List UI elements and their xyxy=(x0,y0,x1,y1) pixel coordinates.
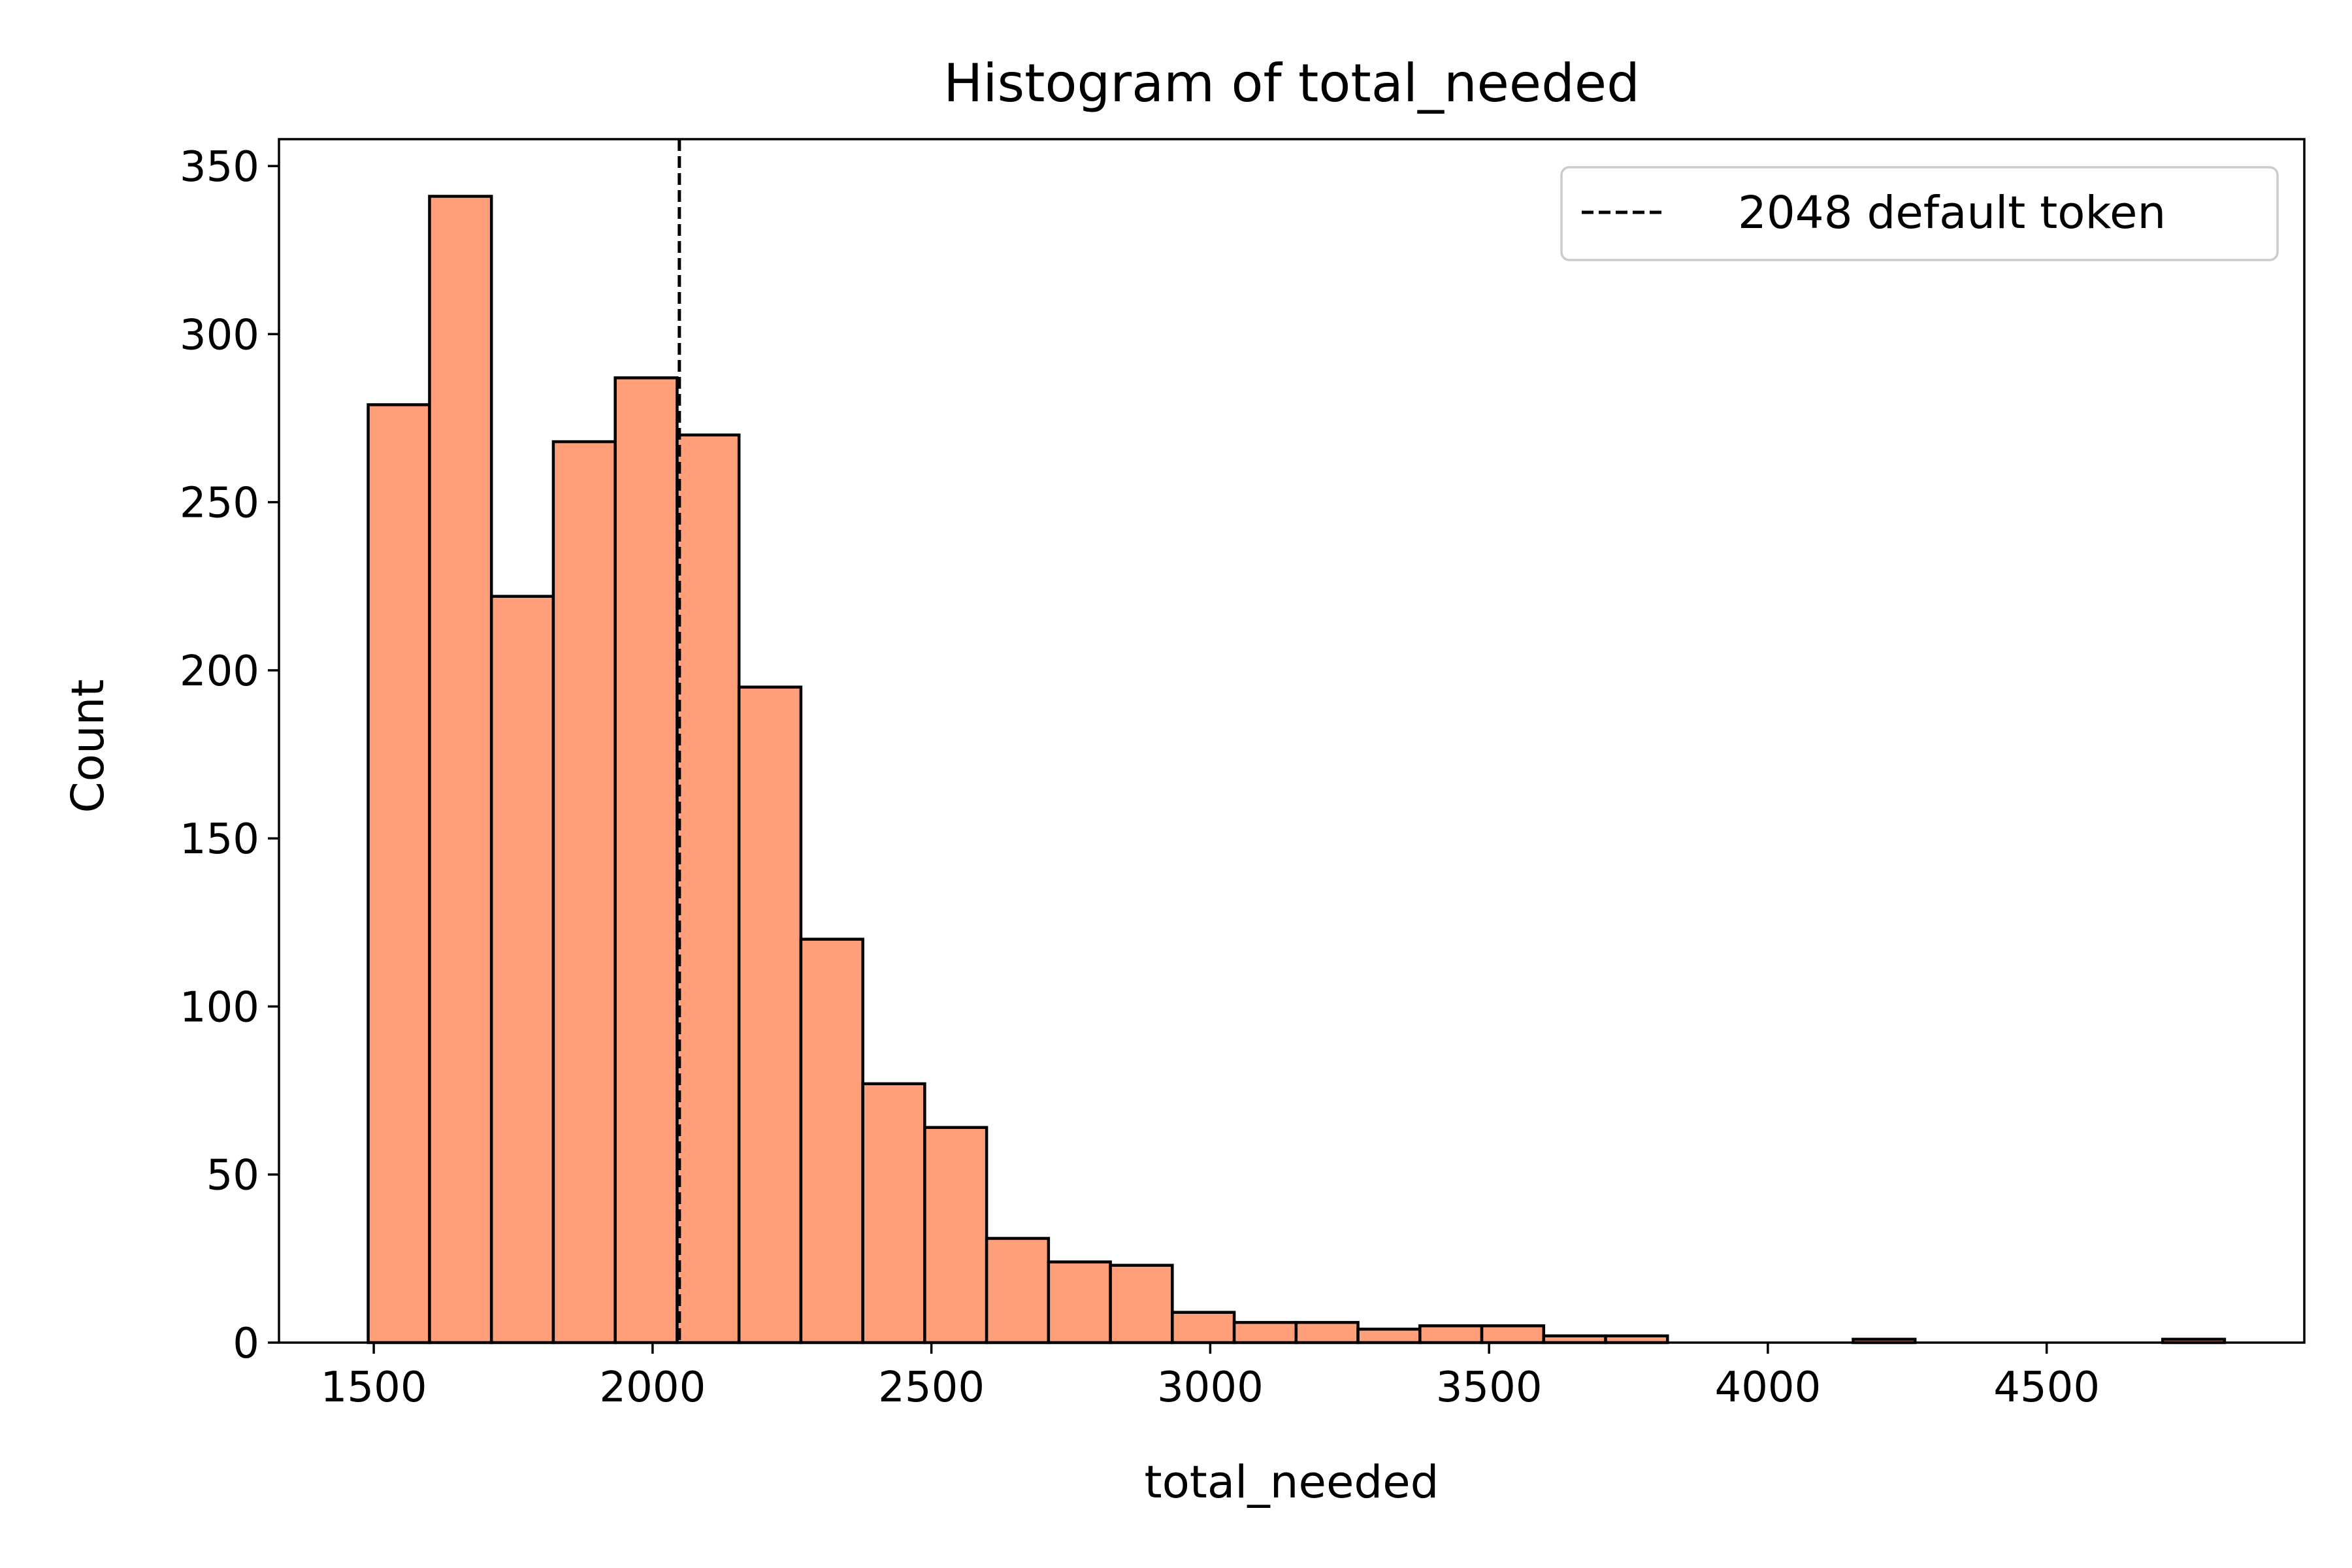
x-tick-label: 1500 xyxy=(321,1364,427,1412)
histogram-bar-5 xyxy=(676,433,741,1345)
histogram-bar-7 xyxy=(799,938,864,1345)
y-axis-label: Count xyxy=(62,679,114,813)
y-axis-ticks: 0 50 100 150 200 250 300 350 xyxy=(180,143,279,1368)
histogram-bar-2 xyxy=(489,595,555,1345)
histogram-bar-17 xyxy=(1418,1324,1484,1345)
x-axis-label: total_needed xyxy=(1145,1456,1439,1509)
histogram-bar-9 xyxy=(923,1126,988,1345)
histogram-bar-13 xyxy=(1171,1311,1236,1345)
histogram-bar-12 xyxy=(1109,1264,1174,1345)
histogram-bar-8 xyxy=(861,1082,926,1345)
histogram-bar-18 xyxy=(1480,1324,1546,1345)
y-tick-label: 150 xyxy=(180,815,259,864)
x-tick-label: 4000 xyxy=(1714,1364,1821,1412)
y-tick-label: 300 xyxy=(180,311,259,359)
legend-label: 2048 default token xyxy=(1738,187,2166,239)
x-axis-ticks: 1500 2000 2500 3000 3500 4000 4500 xyxy=(321,1343,2100,1412)
histogram-bar-15 xyxy=(1294,1320,1360,1345)
x-tick-label: 4500 xyxy=(1993,1364,2100,1412)
y-tick-label: 100 xyxy=(180,983,259,1032)
histogram-bar-11 xyxy=(1047,1260,1112,1345)
histogram-bar-3 xyxy=(551,440,617,1345)
axes-frame xyxy=(278,138,2306,1344)
legend-box xyxy=(1560,166,2279,261)
chart-title: Histogram of total_needed xyxy=(943,53,1640,114)
histogram-bars xyxy=(367,195,2227,1345)
y-tick-label: 250 xyxy=(180,480,259,528)
histogram-bar-4 xyxy=(613,376,679,1345)
histogram-bar-10 xyxy=(985,1237,1051,1345)
histogram-bar-16 xyxy=(1356,1328,1422,1345)
histogram-bar-14 xyxy=(1232,1320,1298,1345)
x-tick-label: 2000 xyxy=(599,1364,706,1412)
legend: 2048 default token xyxy=(1560,166,2279,261)
x-tick-label: 2500 xyxy=(878,1364,985,1412)
histogram-bar-0 xyxy=(367,403,431,1345)
y-tick-label: 0 xyxy=(233,1320,259,1368)
x-tick-label: 3000 xyxy=(1157,1364,1264,1412)
y-tick-label: 50 xyxy=(206,1152,259,1200)
y-tick-label: 200 xyxy=(180,647,259,696)
y-tick-label: 350 xyxy=(180,143,259,191)
x-tick-label: 3500 xyxy=(1436,1364,1543,1412)
histogram-bar-1 xyxy=(428,195,493,1345)
histogram-bar-6 xyxy=(737,685,803,1345)
